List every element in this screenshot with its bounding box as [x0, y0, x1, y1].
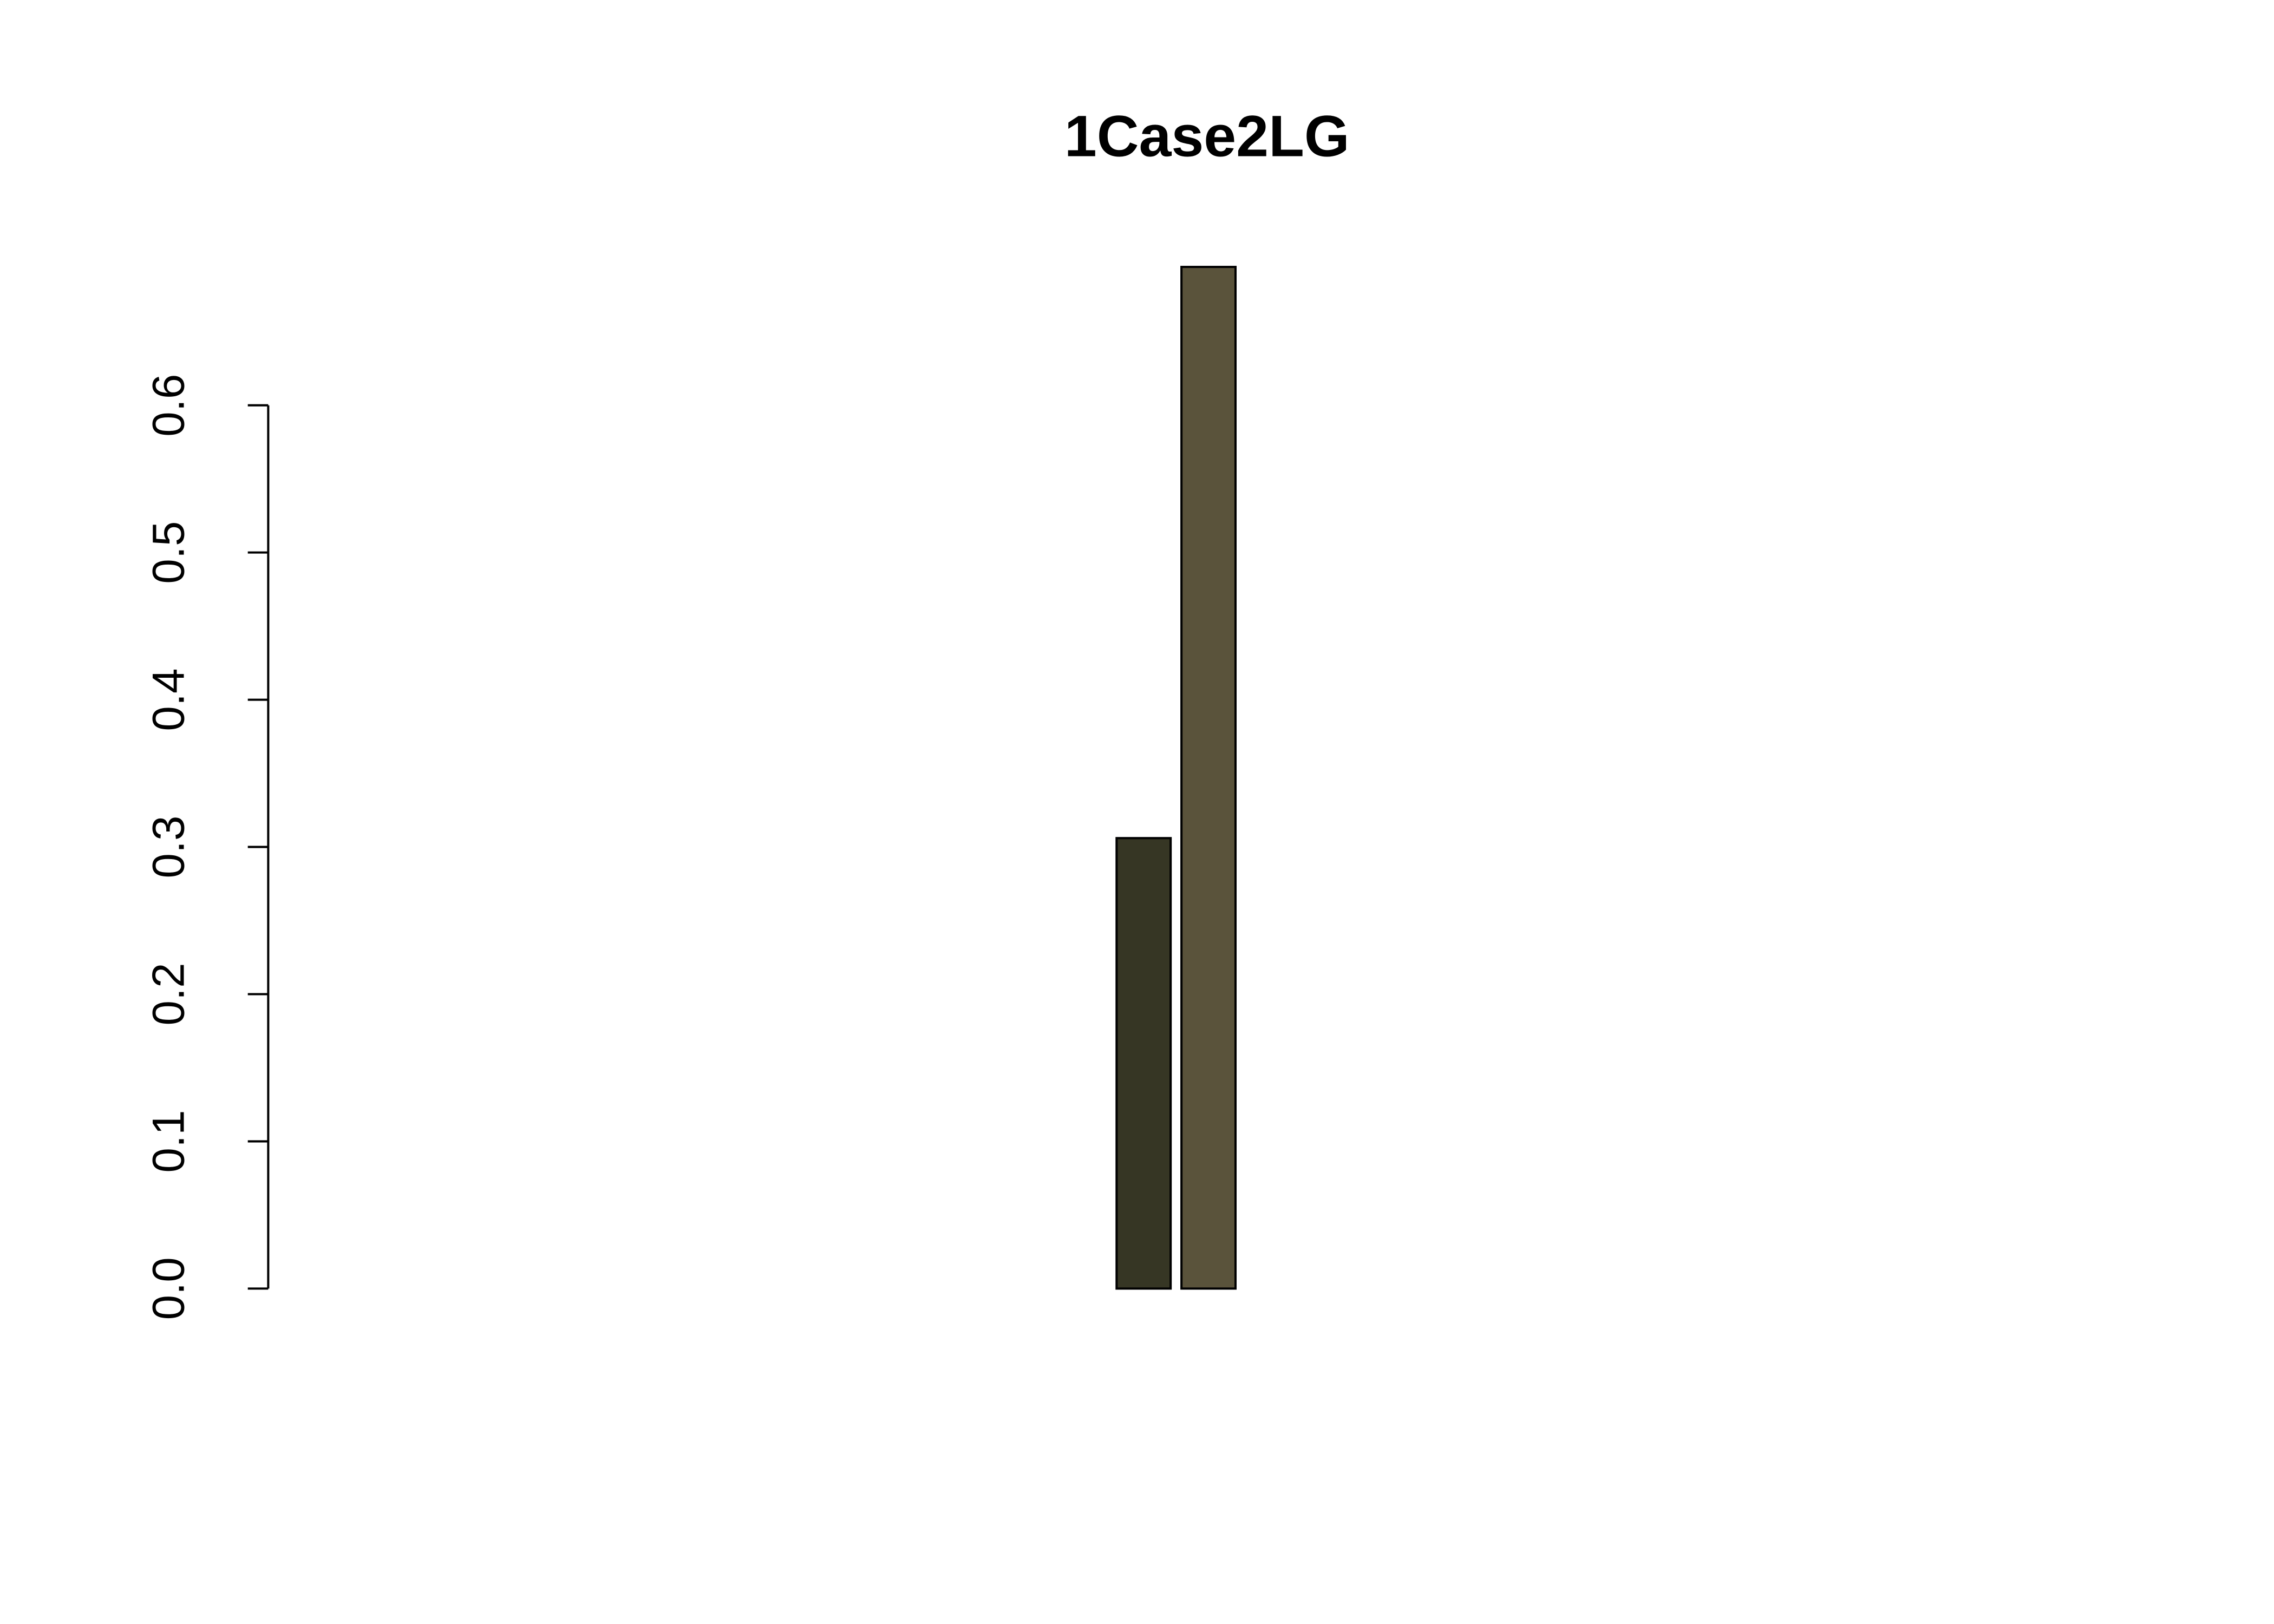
- bar: [1115, 837, 1172, 1290]
- y-tick-label: 0.3: [143, 816, 194, 879]
- y-tick-label: 0.0: [143, 1257, 194, 1320]
- bar: [1180, 266, 1237, 1290]
- y-tick-label: 0.6: [143, 374, 194, 437]
- y-tick-label: 0.1: [143, 1110, 194, 1173]
- y-tick-label: 0.2: [143, 962, 194, 1025]
- chart-title: 1Case2LG: [1064, 103, 1350, 168]
- y-tick-label: 0.4: [143, 669, 194, 731]
- y-tick-label: 0.5: [143, 521, 194, 584]
